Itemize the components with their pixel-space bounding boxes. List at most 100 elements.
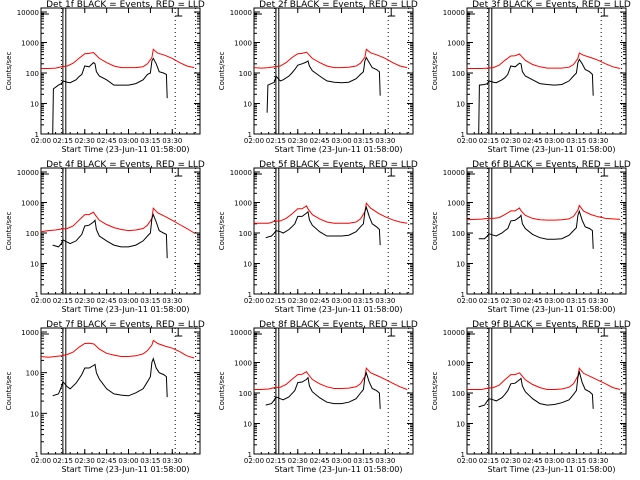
x-tick-label: 03:30 (375, 297, 395, 305)
chart-panel-6: 1 10 100 1000 10000 02:00 02:15 02:30 02:45 03:00… (431, 160, 631, 314)
x-tick-label: 02:15 (53, 457, 73, 465)
y-tick-label: 100 (239, 390, 252, 398)
y-tick-label: 10000 (17, 9, 39, 17)
x-tick-label: 03:00 (544, 137, 564, 145)
series-line-events (52, 357, 168, 398)
x-axis-label: Start Time (23-Jun-11 01:58:00) (275, 145, 403, 154)
series-line-events (265, 205, 381, 246)
x-tick-label: 02:45 (310, 297, 330, 305)
x-tick-label: 02:15 (479, 137, 499, 145)
plot-frame (253, 167, 414, 295)
x-axis-label: Start Time (23-Jun-11 01:58:00) (275, 305, 403, 314)
x-tick-label: 03:15 (566, 457, 586, 465)
bracket-marker (388, 168, 396, 177)
x-tick-label: 02:30 (75, 137, 95, 145)
x-axis-label: Start Time (23-Jun-11 01:58:00) (62, 305, 190, 314)
bracket-marker (388, 328, 396, 337)
bracket-marker (175, 328, 183, 337)
series-line-lld (466, 204, 621, 221)
series-line-lld (40, 207, 195, 234)
series-line-events (265, 371, 381, 409)
x-tick-label: 02:30 (75, 297, 95, 305)
chart-panel-4: 1 10 100 1000 10000 02:00 02:15 02:30 02:45 03:00… (5, 160, 205, 314)
series-line-events (52, 213, 168, 259)
chart-panel-3: 1 10 100 1000 10000 02:00 02:15 02:30 02:45 03:00… (431, 0, 631, 154)
x-tick-label: 03:30 (588, 297, 608, 305)
y-tick-label: 10 (456, 101, 465, 109)
y-tick-label: 100 (239, 230, 252, 238)
y-tick-label: 1000 (447, 40, 465, 48)
x-tick-label: 03:30 (375, 457, 395, 465)
x-tick-label: 02:30 (501, 297, 521, 305)
chart-panel-9: 1 10 100 1000 10000 02:00 02:15 02:30 02:45 03:00… (431, 320, 631, 474)
series-line-lld (41, 48, 195, 69)
y-tick-label: 1 (35, 451, 39, 459)
chart-panel-8: 1 10 100 1000 10000 02:00 02:15 02:30 02:45 03:00… (218, 320, 418, 474)
y-tick-label: 10000 (443, 9, 465, 17)
plot-frame (40, 7, 201, 135)
y-tick-label: 10 (30, 261, 39, 269)
y-tick-label: 100 (452, 230, 465, 238)
x-tick-label: 03:00 (118, 297, 138, 305)
x-tick-label: 03:15 (566, 137, 586, 145)
x-tick-label: 02:00 (31, 137, 51, 145)
x-tick-label: 02:45 (310, 137, 330, 145)
y-tick-label: 1000 (21, 329, 39, 337)
y-tick-label: 1000 (21, 40, 39, 48)
y-tick-label: 100 (452, 390, 465, 398)
x-tick-label: 02:30 (75, 457, 95, 465)
y-tick-label: 1 (35, 131, 39, 139)
y-tick-label: 10 (243, 101, 252, 109)
x-tick-label: 02:45 (97, 297, 117, 305)
y-axis-label: Counts/sec (218, 372, 226, 411)
series-line-events (478, 209, 594, 249)
x-tick-label: 02:00 (244, 137, 264, 145)
y-tick-label: 1 (248, 291, 252, 299)
y-tick-label: 10 (456, 421, 465, 429)
y-axis-label: Counts/sec (218, 212, 226, 251)
x-tick-label: 03:00 (544, 457, 564, 465)
y-tick-label: 10 (243, 261, 252, 269)
plot-frame (466, 167, 627, 295)
chart-panel-2: 1 10 100 1000 10000 02:00 02:15 02:30 02:45 03:00… (218, 0, 418, 154)
y-tick-label: 10 (243, 421, 252, 429)
y-tick-label: 1000 (447, 200, 465, 208)
x-tick-label: 02:45 (310, 457, 330, 465)
x-tick-label: 02:30 (501, 457, 521, 465)
x-tick-label: 03:15 (140, 457, 160, 465)
series-line-events (266, 56, 381, 113)
x-tick-label: 02:15 (479, 457, 499, 465)
y-tick-label: 10000 (230, 9, 252, 17)
y-tick-label: 1 (35, 291, 39, 299)
panel-title: Det 9f BLACK = Events, RED = LLD (472, 320, 631, 330)
series-line-events (478, 58, 594, 135)
y-tick-label: 1000 (234, 360, 252, 368)
x-axis-label: Start Time (23-Jun-11 01:58:00) (62, 145, 190, 154)
x-tick-label: 03:00 (544, 297, 564, 305)
bracket-marker (601, 328, 609, 337)
x-tick-label: 02:30 (288, 457, 308, 465)
x-tick-label: 03:30 (588, 137, 608, 145)
x-tick-label: 03:30 (162, 297, 182, 305)
y-tick-label: 10000 (17, 169, 39, 177)
panel-title: Det 4f BLACK = Events, RED = LLD (46, 160, 205, 170)
y-tick-label: 1 (461, 131, 465, 139)
series-line-lld (467, 52, 621, 69)
chart-panel-1: 1 10 100 1000 10000 02:00 02:15 02:30 02:45 03:00… (5, 0, 205, 154)
x-tick-label: 02:00 (244, 297, 264, 305)
plot-frame (253, 7, 414, 135)
x-tick-label: 03:15 (353, 457, 373, 465)
plot-frame (40, 167, 201, 295)
x-tick-label: 02:45 (97, 137, 117, 145)
y-tick-label: 1 (248, 131, 252, 139)
x-tick-label: 03:15 (353, 297, 373, 305)
y-tick-label: 1000 (21, 200, 39, 208)
x-tick-label: 03:15 (140, 137, 160, 145)
x-tick-label: 03:30 (588, 457, 608, 465)
x-tick-label: 02:00 (457, 137, 477, 145)
panel-title: Det 8f BLACK = Events, RED = LLD (259, 320, 418, 330)
x-tick-label: 02:00 (457, 457, 477, 465)
y-tick-label: 1 (461, 291, 465, 299)
x-tick-label: 02:00 (457, 297, 477, 305)
chart-panel-7: 1 10 100 1000 02:00 02:15 02:30 02:45 03:00 03:15… (5, 320, 205, 474)
